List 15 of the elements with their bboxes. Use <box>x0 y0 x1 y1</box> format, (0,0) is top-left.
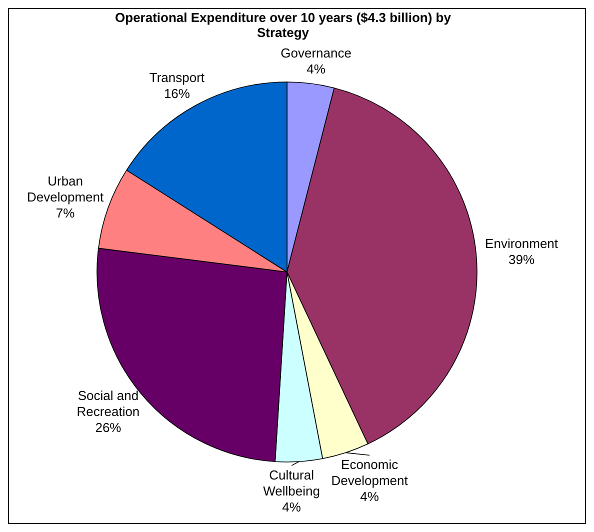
chart-title: Operational Expenditure over 10 years ($4.3 billion) by Strategy <box>115 10 452 40</box>
data-label: 16% <box>164 86 190 102</box>
slice-label: Environment <box>485 236 558 252</box>
data-label: 4% <box>360 489 380 504</box>
slice-label: Cultural Wellbeing <box>263 468 320 499</box>
data-label: 26% <box>95 420 122 436</box>
data-label: 7% <box>56 205 76 220</box>
data-label: 39% <box>508 252 535 268</box>
data-label: 4% <box>306 62 326 77</box>
slice-label: Economic Development <box>331 457 408 488</box>
slice-label: Governance <box>280 46 352 61</box>
slice-label: Social and Recreation <box>76 388 140 420</box>
data-label: 4% <box>282 500 302 515</box>
slice-label: Urban Development <box>27 173 104 204</box>
slice-label: Transport <box>149 70 205 86</box>
